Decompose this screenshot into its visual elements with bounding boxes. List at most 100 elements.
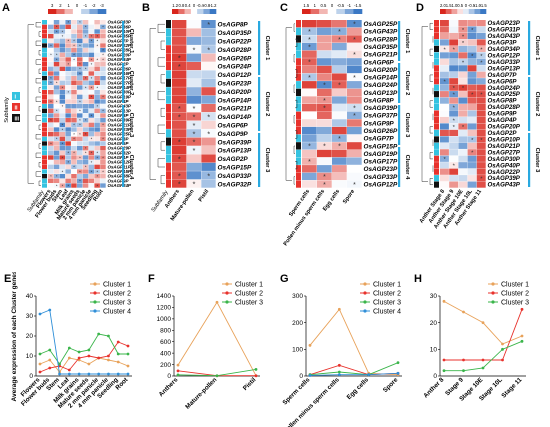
heat-cell [317, 20, 332, 28]
heat-cell [53, 94, 60, 100]
heat-cell [88, 24, 95, 30]
heat-cell [332, 42, 347, 51]
cluster-divider [398, 105, 401, 145]
heat-cell [317, 104, 332, 112]
significance-mark: * [73, 151, 75, 156]
gene-label: OsAGP13P [364, 90, 398, 97]
dendrogram-root [285, 27, 292, 181]
dendrogram-branch [160, 175, 165, 185]
heat-cell [449, 91, 459, 98]
y-tick-label: 1400 [157, 293, 172, 300]
cluster-label: Cluster 2 [534, 92, 540, 117]
gene-label: OsAGP23P [488, 20, 521, 27]
heat-cell [88, 66, 95, 72]
heat-cell [71, 164, 77, 170]
y-tick-label: 0 [299, 373, 303, 380]
heat-cell [53, 155, 60, 160]
significance-mark: * [85, 118, 87, 123]
y-tick-label: 10 [430, 347, 438, 354]
y-tick-label: 30 [430, 293, 438, 300]
significance-mark: * [73, 43, 75, 48]
data-point [38, 370, 42, 374]
subfamily-cell [42, 38, 47, 44]
heat-cell [476, 149, 486, 156]
subfamily-cell [166, 62, 171, 71]
subfamily-cell [296, 42, 301, 51]
heat-cell [332, 35, 347, 43]
significance-mark: * [50, 76, 52, 81]
heat-cell [100, 66, 106, 72]
subfamily-cell [296, 20, 301, 28]
heat-cell [82, 43, 89, 48]
gene-label: OsAGP25P [364, 21, 398, 28]
significance-mark: * [67, 90, 69, 95]
heat-cell [458, 129, 468, 137]
scale-swatch [336, 9, 346, 14]
heat-cell [100, 127, 106, 132]
dendrogram-branch [160, 107, 165, 117]
heatmap-b: 1.2 0.8 0.4 0 -0.4 -0.8 -1.2** **** ** * *** ** ****… [149, 3, 270, 222]
heat-cell [172, 137, 187, 146]
scale-swatch [457, 9, 464, 14]
gene-label: OsAGP34P [488, 46, 521, 53]
heat-cell [302, 165, 317, 173]
data-point [442, 369, 446, 373]
heat-cell [94, 38, 100, 44]
subfamily-cell [166, 154, 171, 163]
heat-cell [317, 81, 332, 89]
heat-cell [71, 57, 77, 62]
subfamily-cell [42, 132, 47, 137]
scale-label: 2.0 [440, 3, 446, 8]
heat-cell [94, 20, 100, 25]
subfamily-cell [166, 112, 171, 121]
heat-cell [458, 26, 468, 33]
heat-cell [476, 136, 486, 143]
heat-cell [71, 48, 77, 53]
heat-cell [100, 132, 106, 137]
heatmap-c: 1.5 1 0.5 0 -0.5 -1 -1.5** ** * ***** ** *** **** * **… [283, 3, 410, 247]
dendrogram-branch [38, 162, 41, 168]
subfamily-cell [296, 165, 301, 173]
heat-cell [48, 62, 54, 67]
heat-cell [48, 52, 54, 58]
heat-cell [71, 146, 77, 151]
data-point [367, 373, 371, 377]
significance-mark: * [96, 169, 98, 174]
data-point [481, 366, 485, 370]
heat-cell [82, 155, 89, 160]
subfamily-cell [296, 180, 301, 188]
heat-cell [88, 48, 95, 53]
significance-mark: * [462, 41, 465, 47]
heat-cell [82, 132, 89, 137]
heat-cell [186, 129, 202, 138]
gene-label: OsAGP28P [488, 104, 521, 111]
subfamily-cell [42, 169, 47, 174]
heat-cell [53, 183, 60, 188]
series-line-2 [39, 341, 129, 373]
heat-cell [88, 164, 95, 170]
subfamily-cell [42, 80, 47, 86]
dendrogram-branch [35, 152, 41, 158]
heat-cell [172, 36, 187, 45]
heat-cell [77, 169, 83, 174]
significance-mark: * [453, 125, 456, 131]
heat-cell [94, 183, 100, 188]
heat-cell [94, 108, 100, 114]
heat-cell [59, 90, 66, 95]
data-point [176, 363, 180, 367]
heat-cell [59, 52, 66, 58]
significance-mark: * [102, 123, 104, 128]
significance-mark: * [50, 43, 52, 48]
series-line-2 [444, 309, 523, 361]
y-tick-label: 0 [167, 373, 171, 380]
y-tick-label: 10 [26, 353, 34, 360]
subfamily-cell [42, 90, 47, 95]
series-line-3 [309, 362, 399, 376]
heat-cell [100, 24, 106, 30]
significance-mark: * [462, 125, 465, 131]
gene-label: OsAGP12P [488, 52, 521, 59]
gene-label: OsAGP22P [488, 169, 521, 176]
heat-cell [88, 90, 95, 95]
heat-cell [186, 45, 202, 54]
heat-cell [317, 165, 332, 173]
